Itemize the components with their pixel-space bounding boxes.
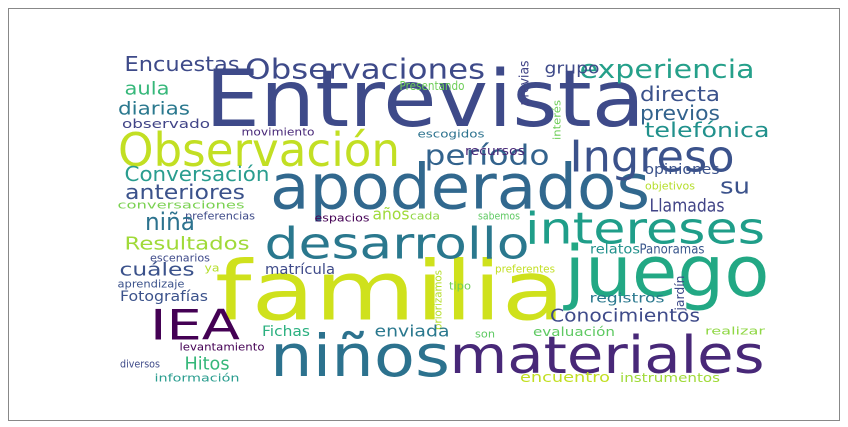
word: relatos (590, 243, 640, 258)
word: niña (145, 208, 195, 236)
word: Conversación (125, 162, 270, 186)
word: Hitos (185, 354, 230, 375)
word: Fichas (262, 324, 310, 340)
word: Observación (118, 123, 400, 177)
word: encuentro (520, 370, 610, 386)
word: interés (551, 100, 564, 140)
word: opiniones (645, 162, 720, 178)
word: levantamiento (180, 341, 265, 354)
word: instrumentos (620, 371, 720, 385)
word: conversaciones (118, 199, 245, 212)
word: anteriores (125, 180, 245, 204)
word: familia (215, 245, 565, 340)
word: sabemos (478, 210, 520, 223)
word: directa (640, 82, 720, 106)
word: Encuestas (125, 52, 240, 76)
word: Entrevista (205, 55, 645, 145)
word: objetivos (645, 180, 695, 193)
word: IEA (150, 301, 240, 350)
word: juego (562, 231, 769, 313)
word: cuáles (120, 260, 195, 281)
word: preferentes (495, 263, 555, 276)
word: matrícula (265, 262, 335, 278)
word: ya (205, 262, 220, 275)
word: años (373, 205, 410, 224)
word: registros (590, 292, 665, 307)
word: Observaciones (245, 53, 485, 86)
word: grupo (545, 59, 600, 78)
word: Resultados (125, 234, 250, 255)
word: telefónica (645, 118, 770, 142)
word: Presentando (400, 79, 465, 93)
word: jardín (673, 276, 687, 312)
word: son (475, 328, 495, 341)
word: apoderados (270, 151, 650, 224)
word: tipo (449, 280, 471, 293)
word: previos (640, 101, 720, 125)
word: diarias (118, 99, 190, 120)
word: evaluación (533, 325, 615, 339)
word: Ingreso (570, 132, 735, 183)
word: período (425, 139, 550, 172)
frame (8, 8, 840, 421)
word: desarrollo (265, 219, 530, 270)
word: previas (518, 60, 533, 105)
word: observado (122, 117, 210, 131)
word: niños (270, 322, 450, 390)
word: Fotografías (120, 289, 208, 305)
word: priorizamos (432, 270, 445, 330)
word: aula (125, 79, 170, 100)
word: cada (410, 210, 440, 223)
word: aprendizaje (118, 278, 185, 291)
word: intereses (525, 204, 765, 255)
word: su (720, 175, 750, 200)
word: Llamadas (650, 196, 725, 217)
word: recursos (465, 144, 525, 158)
word: escenarios (150, 252, 210, 265)
word: preferencias (185, 210, 255, 223)
word: realizar (705, 325, 766, 338)
word: Conocimientos (550, 306, 700, 327)
word: materiales (450, 326, 765, 386)
word: diversos (120, 358, 160, 371)
word: enviada (375, 322, 450, 341)
word: espacios (315, 212, 370, 225)
word: escogidos (418, 128, 485, 141)
word: movimiento (242, 126, 315, 139)
word: experiencia (580, 55, 755, 85)
word: información (155, 372, 240, 385)
word: Panoramas (640, 243, 705, 258)
